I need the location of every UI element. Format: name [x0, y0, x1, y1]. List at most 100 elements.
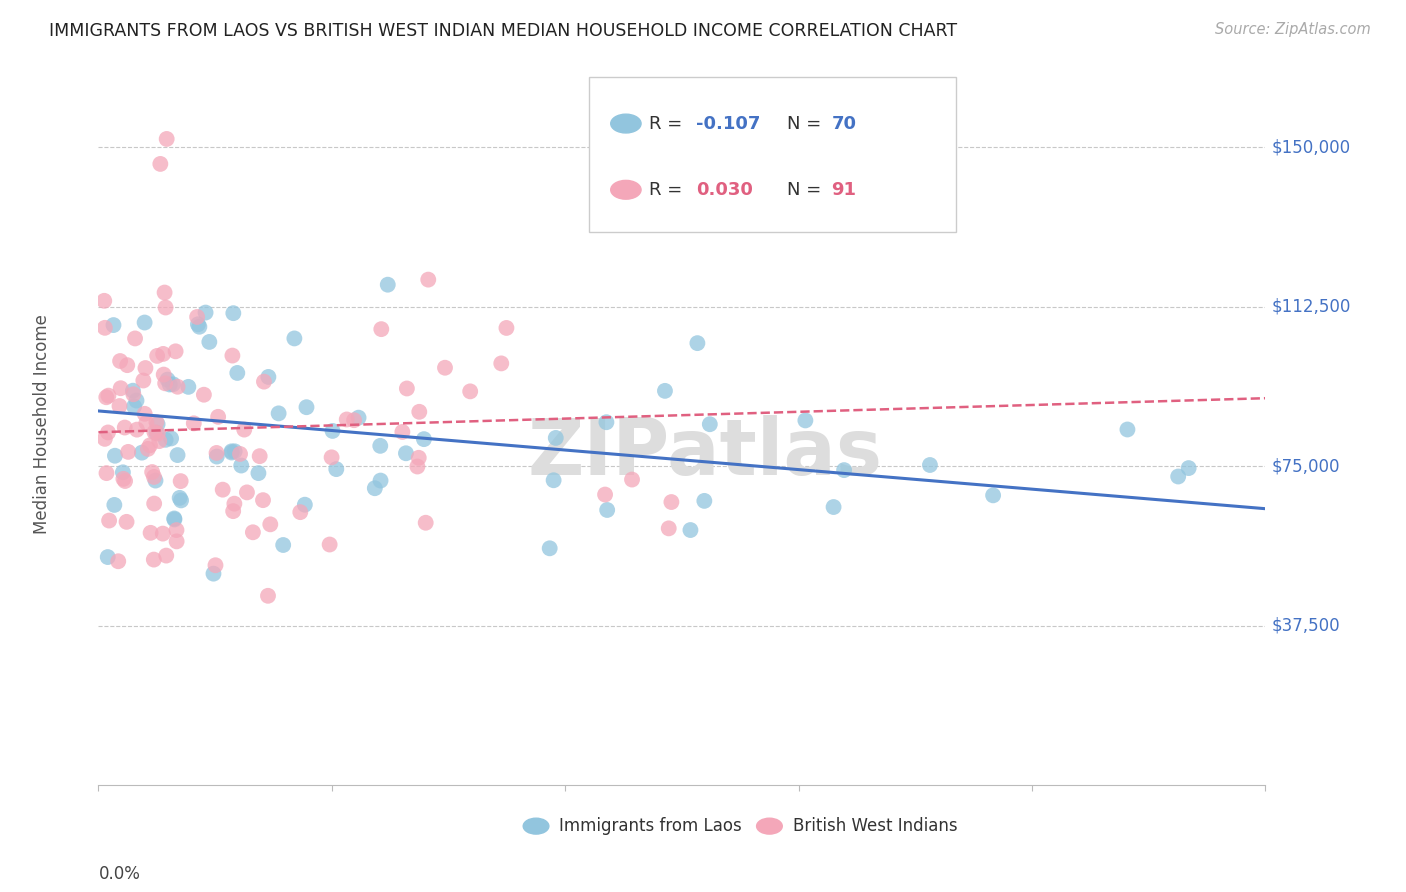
Text: R =: R =: [650, 181, 688, 199]
Point: [97, 389, 120, 403]
Point: [135, 416, 157, 430]
Point: [143, 425, 166, 440]
Text: R =: R =: [650, 114, 688, 133]
Point: [395, 382, 418, 396]
Point: [108, 399, 131, 413]
Point: [433, 360, 456, 375]
Point: [202, 566, 225, 581]
Point: [103, 498, 125, 512]
Point: [538, 541, 561, 556]
Point: [981, 488, 1004, 502]
Point: [117, 445, 139, 459]
Text: $75,000: $75,000: [1271, 458, 1340, 475]
Point: [253, 375, 276, 389]
Point: [146, 349, 169, 363]
Point: [595, 415, 617, 429]
Point: [204, 558, 226, 573]
Point: [259, 517, 281, 532]
Point: [406, 459, 429, 474]
Point: [142, 552, 165, 566]
Point: [141, 465, 163, 479]
Text: $150,000: $150,000: [1271, 138, 1350, 156]
Text: $112,500: $112,500: [1271, 298, 1351, 316]
Point: [183, 417, 205, 431]
Point: [229, 447, 252, 461]
Point: [143, 470, 166, 484]
Point: [222, 306, 245, 320]
Point: [621, 473, 644, 487]
Point: [98, 514, 121, 528]
Text: 0.030: 0.030: [696, 181, 752, 199]
Point: [103, 318, 125, 332]
Point: [198, 334, 221, 349]
Point: [391, 425, 413, 439]
Point: [139, 438, 162, 452]
Point: [136, 442, 159, 456]
Point: [132, 374, 155, 388]
Point: [125, 393, 148, 408]
Point: [166, 448, 188, 462]
Text: N =: N =: [787, 114, 827, 133]
Point: [205, 450, 228, 464]
Point: [156, 132, 179, 146]
Point: [166, 523, 188, 537]
Point: [377, 277, 399, 292]
Point: [543, 473, 565, 487]
Point: [96, 466, 118, 480]
Point: [321, 450, 343, 465]
Point: [318, 537, 340, 551]
Point: [134, 361, 156, 376]
Text: ZIPatlas: ZIPatlas: [527, 415, 883, 491]
Point: [112, 472, 135, 486]
Point: [187, 318, 209, 332]
Point: [596, 503, 619, 517]
Point: [249, 449, 271, 463]
Circle shape: [610, 114, 641, 133]
Point: [96, 390, 118, 404]
Point: [271, 538, 294, 552]
Point: [163, 512, 186, 526]
Point: [370, 322, 392, 336]
Point: [832, 463, 855, 477]
Point: [231, 458, 253, 473]
Point: [169, 491, 191, 505]
Point: [153, 376, 176, 391]
Point: [336, 412, 359, 426]
Point: [165, 344, 187, 359]
Point: [186, 310, 208, 324]
Point: [145, 425, 167, 440]
Text: Immigrants from Laos: Immigrants from Laos: [560, 817, 742, 835]
Point: [823, 500, 845, 514]
Point: [143, 497, 166, 511]
Point: [111, 466, 134, 480]
Point: [188, 319, 211, 334]
Point: [370, 474, 392, 488]
Point: [415, 516, 437, 530]
Point: [104, 449, 127, 463]
Point: [169, 474, 191, 488]
Point: [145, 474, 167, 488]
Point: [117, 358, 139, 372]
Point: [364, 481, 387, 495]
Circle shape: [756, 818, 782, 834]
Point: [247, 466, 270, 480]
Text: 91: 91: [831, 181, 856, 199]
Point: [661, 495, 683, 509]
Point: [194, 305, 217, 319]
Point: [149, 157, 172, 171]
Point: [413, 432, 436, 446]
Point: [153, 285, 176, 300]
Point: [283, 331, 305, 345]
Point: [122, 387, 145, 401]
Text: 0.0%: 0.0%: [98, 864, 141, 883]
Point: [107, 554, 129, 568]
Point: [152, 347, 174, 361]
Text: N =: N =: [787, 181, 827, 199]
Point: [134, 316, 156, 330]
Point: [593, 487, 616, 501]
Point: [267, 406, 290, 420]
Point: [207, 409, 229, 424]
Point: [224, 444, 246, 458]
Point: [166, 534, 188, 549]
Point: [152, 526, 174, 541]
